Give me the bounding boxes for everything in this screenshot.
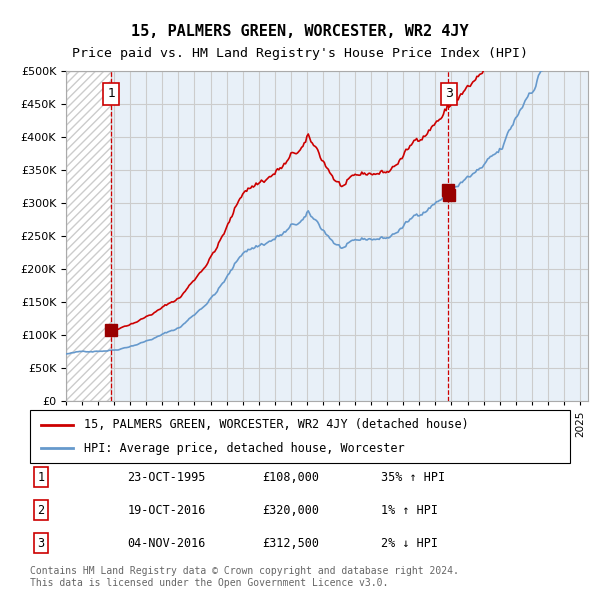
Text: 35% ↑ HPI: 35% ↑ HPI: [381, 471, 445, 484]
Text: 19-OCT-2016: 19-OCT-2016: [127, 504, 206, 517]
Text: 2% ↓ HPI: 2% ↓ HPI: [381, 537, 438, 550]
Text: 2: 2: [37, 504, 44, 517]
Text: 04-NOV-2016: 04-NOV-2016: [127, 537, 206, 550]
Text: 3: 3: [445, 87, 453, 100]
Text: Price paid vs. HM Land Registry's House Price Index (HPI): Price paid vs. HM Land Registry's House …: [72, 47, 528, 60]
Text: 23-OCT-1995: 23-OCT-1995: [127, 471, 206, 484]
Text: £312,500: £312,500: [262, 537, 319, 550]
Text: Contains HM Land Registry data © Crown copyright and database right 2024.
This d: Contains HM Land Registry data © Crown c…: [30, 566, 459, 588]
Text: £108,000: £108,000: [262, 471, 319, 484]
FancyBboxPatch shape: [30, 410, 570, 463]
Text: 3: 3: [37, 537, 44, 550]
Text: 1: 1: [107, 87, 115, 100]
Text: 1: 1: [37, 471, 44, 484]
Text: £320,000: £320,000: [262, 504, 319, 517]
Text: 15, PALMERS GREEN, WORCESTER, WR2 4JY: 15, PALMERS GREEN, WORCESTER, WR2 4JY: [131, 24, 469, 38]
Text: 15, PALMERS GREEN, WORCESTER, WR2 4JY (detached house): 15, PALMERS GREEN, WORCESTER, WR2 4JY (d…: [84, 418, 469, 431]
Bar: [66, 71, 111, 401]
Text: HPI: Average price, detached house, Worcester: HPI: Average price, detached house, Worc…: [84, 442, 404, 455]
Text: 1% ↑ HPI: 1% ↑ HPI: [381, 504, 438, 517]
